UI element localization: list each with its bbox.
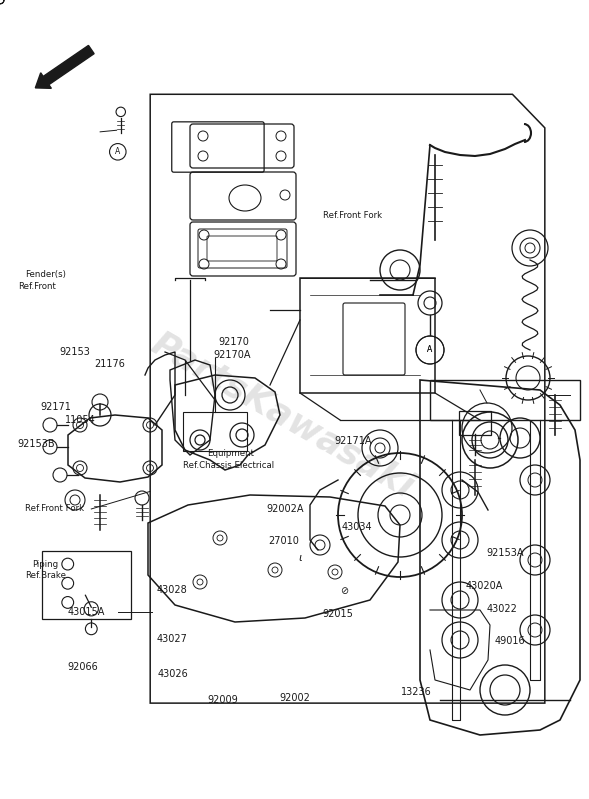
Text: 92015: 92015 [323, 609, 353, 618]
Text: 43022: 43022 [487, 604, 517, 614]
Text: 92009: 92009 [207, 695, 238, 705]
Text: Ref.Brake: Ref.Brake [25, 570, 66, 580]
Text: 92002A: 92002A [266, 504, 304, 514]
Text: 11054: 11054 [65, 415, 95, 425]
Text: 43034: 43034 [342, 523, 372, 532]
Text: PartsKawasaki: PartsKawasaki [145, 326, 420, 505]
Text: $\oslash$: $\oslash$ [340, 585, 350, 595]
Text: Ref.Front: Ref.Front [18, 281, 55, 291]
Text: A: A [428, 345, 433, 355]
Text: Ref.Front Fork: Ref.Front Fork [323, 211, 382, 221]
Text: 49016: 49016 [495, 636, 525, 646]
Text: A: A [115, 147, 120, 157]
Text: Ref.Front Fork: Ref.Front Fork [25, 504, 84, 514]
Text: 43015A: 43015A [68, 607, 105, 617]
Text: Piping: Piping [32, 559, 58, 569]
Text: A: A [428, 345, 433, 355]
Bar [183, 412, 247, 451]
Text: Ref.Chassis Electrical: Ref.Chassis Electrical [183, 460, 274, 470]
Text: 13236: 13236 [401, 687, 431, 697]
Text: 21176: 21176 [94, 359, 125, 368]
Text: 43027: 43027 [156, 634, 187, 644]
Text: Fender(s): Fender(s) [25, 270, 65, 280]
Text: 92171: 92171 [40, 403, 71, 412]
Text: 27010: 27010 [268, 536, 299, 546]
Text: 92170A: 92170A [213, 350, 251, 360]
Text: 43028: 43028 [156, 585, 187, 594]
Text: 92170: 92170 [218, 337, 249, 347]
Text: 43026: 43026 [158, 669, 188, 678]
Text: 92171A: 92171A [335, 436, 372, 446]
Text: Equipment: Equipment [207, 449, 254, 459]
FancyArrow shape [35, 46, 94, 89]
Text: 43020A: 43020A [465, 581, 502, 590]
Text: 92002: 92002 [280, 693, 310, 702]
Text: 92153B: 92153B [18, 439, 55, 449]
Text: 92153: 92153 [59, 347, 90, 356]
Text: $\iota$: $\iota$ [297, 553, 303, 563]
Text: 92066: 92066 [68, 662, 98, 672]
Text: 92153A: 92153A [487, 548, 524, 558]
Bar [42, 551, 131, 619]
